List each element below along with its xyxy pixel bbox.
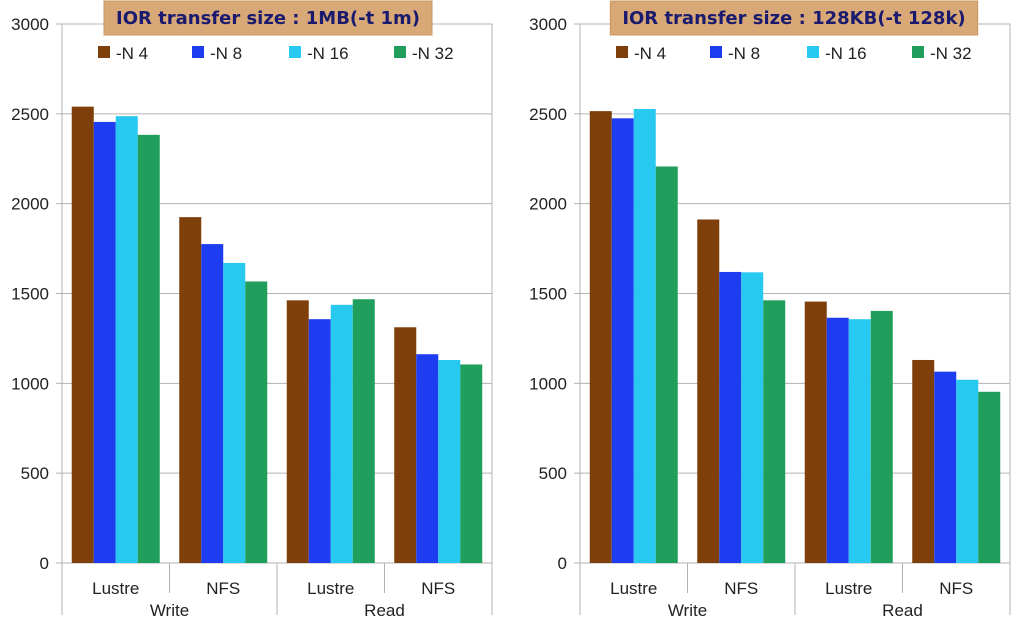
category-label: NFS [939,579,973,598]
bar-n32-1 [655,166,678,564]
y-tick-label: 0 [558,554,567,573]
legend-label: -N 8 [210,44,242,63]
bar-n4-1 [589,111,612,563]
bar-n32-4 [978,391,1001,563]
bar-n16-1 [115,116,138,563]
legend-label: -N 4 [116,44,148,63]
bar-n8-4 [934,371,957,563]
legend-label: -N 8 [728,44,760,63]
legend-label: -N 32 [930,44,972,63]
y-tick-label: 2000 [529,195,567,214]
y-tick-label: 1500 [529,285,567,304]
bar-n4-3 [804,301,827,563]
category-label: Lustre [825,579,872,598]
bar-n32-2 [763,300,786,563]
bar-n8-2 [719,271,742,563]
bar-n16-2 [223,262,246,563]
legend-label: -N 32 [412,44,454,63]
bar-n8-3 [308,319,331,563]
legend-swatch [394,46,406,58]
bar-n32-4 [460,364,483,563]
bar-n32-3 [352,299,375,563]
group-label: Read [882,601,923,620]
bar-n4-3 [286,300,309,563]
legend-swatch [98,46,110,58]
bar-n8-3 [826,317,849,563]
chart-panel-2: 0 500 1000 1500 2000 2500 3000 Lustre NFS Lustre N… [529,0,1011,620]
bar-n16-2 [741,272,764,563]
bar-n8-1 [93,121,116,563]
bar-n4-2 [179,217,202,563]
bar-n16-3 [848,319,871,563]
chart-title-box [103,0,433,36]
bar-n4-4 [912,359,935,563]
y-tick-label: 1000 [11,374,49,393]
y-tick-label: 2500 [529,105,567,124]
legend-label: -N 16 [825,44,867,63]
bar-n4-4 [394,327,417,563]
y-tick-label: 500 [21,464,49,483]
legend-swatch [912,46,924,58]
legend-swatch [616,46,628,58]
bar-n16-4 [956,379,979,563]
bar-n8-2 [201,244,224,563]
legend-swatch [289,46,301,58]
bar-n8-1 [611,118,634,563]
category-label: Lustre [610,579,657,598]
legend-swatch [807,46,819,58]
legend-swatch [192,46,204,58]
y-tick-label: 500 [539,464,567,483]
bar-n16-4 [438,359,461,563]
y-tick-label: 0 [40,554,49,573]
bar-n4-1 [71,106,94,563]
y-tick-label: 3000 [11,15,49,34]
category-label: Lustre [92,579,139,598]
category-label: Lustre [307,579,354,598]
bar-n4-2 [697,219,720,563]
bar-n32-2 [245,281,268,563]
y-tick-label: 1500 [11,285,49,304]
bar-n16-3 [330,304,353,563]
group-label: Read [364,601,405,620]
chart-title: IOR transfer size : 128KB(-t 128k) [622,8,965,29]
group-label: Write [150,601,189,620]
bar-n32-1 [137,134,160,563]
chart-title-box [609,0,979,36]
group-label: Write [668,601,707,620]
bar-n32-3 [870,310,893,563]
y-tick-label: 2500 [11,105,49,124]
y-tick-label: 3000 [529,15,567,34]
bar-n16-1 [633,108,656,563]
legend-swatch [710,46,722,58]
y-tick-label: 2000 [11,195,49,214]
chart-title: IOR transfer size : 1MB(-t 1m) [116,8,420,29]
chart-panel-1: 0 500 1000 1500 2000 2500 3000 Lustre NFS Lustre N… [11,0,493,620]
y-tick-label: 1000 [529,374,567,393]
legend-label: -N 16 [307,44,349,63]
bar-n8-4 [416,354,439,563]
legend-label: -N 4 [634,44,666,63]
category-label: NFS [206,579,240,598]
category-label: NFS [421,579,455,598]
category-label: NFS [724,579,758,598]
